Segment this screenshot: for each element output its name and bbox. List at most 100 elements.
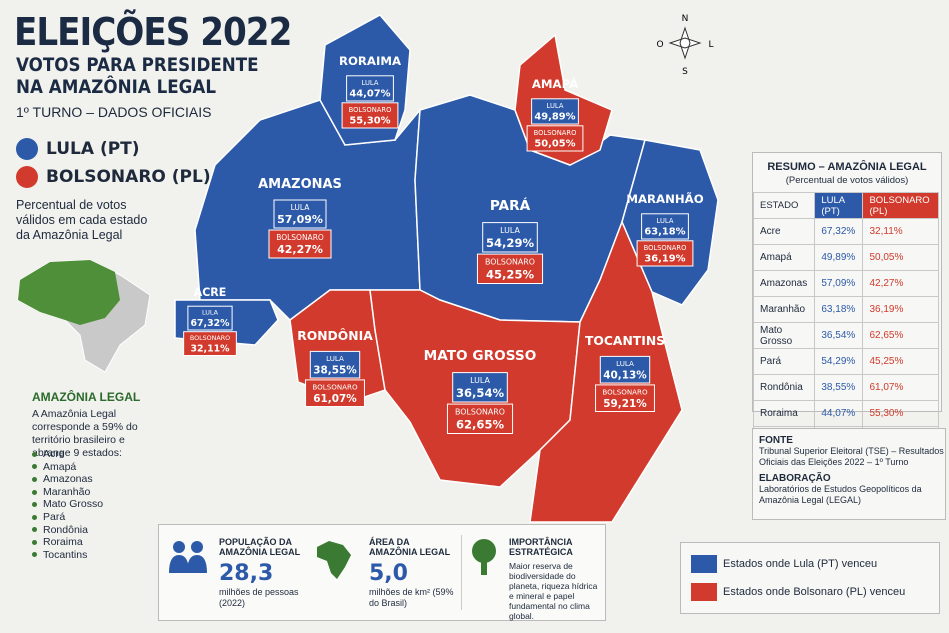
result-box <box>452 372 508 403</box>
candidate-name: LULA (PT) <box>46 139 140 159</box>
legend-swatch <box>691 583 717 601</box>
bolsonaro-cell: 55,30% <box>862 400 939 427</box>
result-label: BOLSONARO <box>602 387 648 396</box>
result-value: 40,13% <box>603 369 647 381</box>
title: ELEIÇÕES 2022 <box>14 10 292 54</box>
table-row: Amapá 49,89% 50,05% <box>752 244 939 271</box>
bolsonaro-cell: 45,25% <box>862 348 939 375</box>
bolsonaro-cell: 50,05% <box>862 244 939 271</box>
source-title: FONTE <box>759 435 793 446</box>
result-label: LULA <box>547 102 564 110</box>
result-box <box>526 125 584 152</box>
lula-cell: 44,07% <box>814 400 864 427</box>
list-item: Mato Grosso <box>32 498 103 511</box>
state-cell: Pará <box>752 348 816 375</box>
candidate: LULA (PT) <box>16 138 140 160</box>
legend-swatch <box>691 555 717 573</box>
table-row: Rondônia 38,55% 61,07% <box>752 374 939 401</box>
lula-cell: 67,32% <box>814 218 864 245</box>
result-box <box>309 350 361 379</box>
state-cell: Roraima <box>752 400 816 427</box>
result-value: 50,05% <box>534 139 575 150</box>
compass-label: N <box>682 14 689 24</box>
list-item: Rondônia <box>32 524 103 537</box>
result-value: 59,21% <box>603 398 647 410</box>
table-row: Roraima 44,07% 55,30% <box>752 400 939 427</box>
result-value: 57,09% <box>277 213 323 226</box>
fact-note: milhões de pessoas (2022) <box>219 587 299 608</box>
legend-label: Estados onde Lula (PT) venceu <box>723 558 878 570</box>
legend-label: Estados onde Bolsonaro (PL) venceu <box>723 586 906 598</box>
state-name: RORAIMA <box>339 54 401 68</box>
result-box <box>346 75 394 102</box>
compass <box>668 26 702 60</box>
credit-text: Laboratórios de Estudos Geopolíticos da … <box>759 484 922 505</box>
subtitle: NA AMAZÔNIA LEGAL <box>16 76 216 98</box>
header-cell: LULA (PT) <box>814 192 864 219</box>
result-box <box>446 403 514 435</box>
candidate-dot <box>16 138 38 160</box>
fact-note: Maior reserva de biodiversidade do plane… <box>509 561 598 621</box>
list-item: Acre <box>32 448 103 461</box>
table-row: Maranhão 63,18% 36,19% <box>752 296 939 323</box>
summary-panel: RESUMO – AMAZÔNIA LEGAL (Percentual de v… <box>752 152 942 453</box>
list-item: Amapá <box>32 461 103 474</box>
state-name: ACRE <box>194 286 227 299</box>
header-cell: ESTADO <box>752 192 816 219</box>
result-box <box>273 199 327 229</box>
result-label: LULA <box>326 354 344 363</box>
fact-title: ÁREA DA AMAZÔNIA LEGAL <box>369 537 451 557</box>
list-item: Maranhão <box>32 486 103 499</box>
result-box <box>183 331 237 357</box>
lula-cell: 54,29% <box>814 348 864 375</box>
mini-map <box>17 259 151 373</box>
result-box <box>187 305 233 331</box>
result-label: LULA <box>616 359 634 368</box>
round: 1º TURNO – DADOS OFICIAIS <box>16 104 212 120</box>
lula-cell: 57,09% <box>814 270 864 297</box>
facts-panel: POPULAÇÃO DA AMAZÔNIA LEGAL 28,3 milhões… <box>158 524 606 621</box>
result-box <box>599 355 651 384</box>
state-list: Acre Amapá Amazonas Maranhão Mato Grosso Pará… <box>32 448 103 561</box>
result-value: 67,32% <box>191 318 231 329</box>
result-label: LULA <box>500 226 520 235</box>
list-item: Amazonas <box>32 473 103 486</box>
state-name: AMAPÁ <box>532 76 578 91</box>
result-value: 63,18% <box>644 227 685 238</box>
result-box <box>636 240 694 267</box>
lula-cell: 49,89% <box>814 244 864 271</box>
fact-title: POPULAÇÃO DA AMAZÔNIA LEGAL <box>219 537 301 557</box>
table-row: Acre 67,32% 32,11% <box>752 218 939 245</box>
state-cell: Mato Grosso <box>752 322 816 349</box>
fact-note: milhões de km² (59% do Brasil) <box>369 587 454 608</box>
list-item: Pará <box>32 511 103 524</box>
bolsonaro-cell: 36,19% <box>862 296 939 323</box>
candidate: BOLSONARO (PL) <box>16 166 211 188</box>
legend: Estados onde Lula (PT) venceu Estados on… <box>680 542 940 614</box>
result-box <box>476 253 544 285</box>
result-value: 36,19% <box>644 254 685 265</box>
result-value: 55,30% <box>349 116 390 127</box>
result-label: LULA <box>362 79 379 87</box>
lula-cell: 63,18% <box>814 296 864 323</box>
table-row: Amazonas 57,09% 42,27% <box>752 270 939 297</box>
people-icon <box>169 541 207 573</box>
bolsonaro-cell: 62,65% <box>862 322 939 349</box>
intro: Percentual de votos válidos em cada esta… <box>16 198 148 242</box>
result-label: BOLSONARO <box>312 382 358 391</box>
tree-icon <box>472 539 496 575</box>
candidate-dot <box>16 166 38 188</box>
list-item: Tocantins <box>32 549 103 562</box>
table-header: ESTADO LULA (PT) BOLSONARO (PL) <box>752 192 939 219</box>
result-value: 61,07% <box>313 393 357 405</box>
brazil-icon <box>317 541 351 579</box>
result-label: LULA <box>291 203 311 212</box>
result-label: BOLSONARO <box>190 334 230 342</box>
candidate-name: BOLSONARO (PL) <box>46 167 211 187</box>
result-label: BOLSONARO <box>644 244 687 252</box>
lula-cell: 38,55% <box>814 374 864 401</box>
result-box <box>531 98 579 125</box>
header-cell: BOLSONARO (PL) <box>862 192 939 219</box>
summary-table: ESTADO LULA (PT) BOLSONARO (PL) Acre 67,32%… <box>752 192 939 453</box>
